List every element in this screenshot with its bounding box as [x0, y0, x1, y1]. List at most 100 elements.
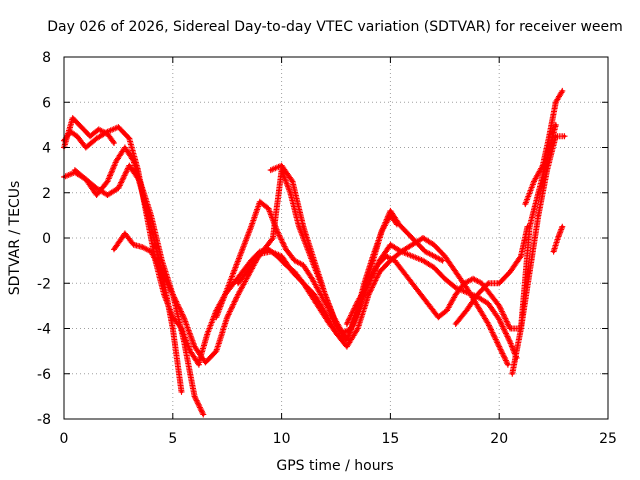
data-point: [79, 125, 83, 129]
data-point: [293, 259, 297, 263]
data-point: [114, 159, 118, 163]
data-point: [428, 304, 432, 308]
data-point: [201, 412, 205, 416]
data-point: [508, 340, 512, 344]
data-point: [171, 293, 175, 297]
data-point: [301, 225, 305, 229]
data-point: [454, 286, 458, 290]
data-point: [253, 259, 257, 263]
data-point: [245, 270, 249, 274]
data-point: [421, 259, 425, 263]
data-point: [193, 345, 197, 349]
data-point: [188, 349, 192, 353]
chart-title: Day 026 of 2026, Sidereal Day-to-day VTE…: [47, 19, 623, 35]
data-point: [356, 299, 360, 303]
data-point: [345, 345, 349, 349]
data-series: [61, 87, 568, 418]
data-point: [562, 134, 566, 138]
data-point: [236, 281, 240, 285]
x-axis-label: GPS time / hours: [276, 458, 393, 474]
data-point: [536, 213, 540, 217]
data-point: [399, 250, 403, 254]
data-point: [454, 322, 458, 326]
data-point: [388, 209, 392, 213]
data-point: [401, 270, 405, 274]
data-point: [519, 327, 523, 330]
y-tick-label: -8: [37, 412, 51, 428]
data-point: [432, 243, 436, 247]
satellite-track-4: [71, 144, 185, 395]
data-point: [441, 259, 445, 263]
data-point: [486, 281, 490, 285]
data-point: [443, 277, 447, 281]
data-point: [106, 179, 110, 183]
data-point: [445, 308, 449, 312]
data-point: [197, 360, 201, 364]
data-point: [140, 191, 144, 195]
data-point: [541, 164, 545, 168]
x-tick-label: 25: [599, 431, 617, 447]
satellite-track-8-markers: [235, 121, 559, 336]
data-point: [508, 270, 512, 274]
data-point: [206, 331, 210, 335]
data-point: [397, 222, 401, 226]
data-point: [310, 295, 314, 299]
data-point: [419, 293, 423, 297]
satellite-track-11: [452, 223, 531, 327]
data-point: [232, 281, 236, 285]
data-point: [508, 327, 512, 330]
data-point: [88, 134, 92, 138]
data-point: [127, 136, 131, 140]
data-point: [436, 315, 440, 319]
satellite-track-9: [267, 162, 350, 343]
data-point: [123, 146, 127, 149]
x-tick-label: 20: [490, 431, 508, 447]
data-point: [95, 193, 99, 197]
data-point: [301, 263, 305, 267]
data-point: [284, 247, 288, 251]
y-axis-label: SDTVAR / TECUs: [7, 181, 23, 296]
data-point: [223, 293, 227, 297]
data-point: [432, 254, 436, 258]
data-point: [116, 125, 120, 129]
data-point: [140, 245, 144, 249]
data-point: [488, 293, 492, 297]
data-point: [249, 225, 253, 229]
data-point: [293, 270, 297, 274]
data-point: [290, 179, 294, 183]
data-point: [95, 136, 99, 140]
data-point: [554, 123, 558, 127]
data-point: [193, 394, 197, 398]
data-point: [371, 259, 375, 263]
data-point: [486, 322, 490, 326]
data-point: [510, 372, 514, 376]
x-tick-label: 15: [381, 431, 399, 447]
data-point: [182, 338, 186, 342]
data-point: [554, 134, 558, 138]
satellite-track-8: [235, 121, 559, 336]
data-point: [378, 259, 382, 263]
y-tick-label: -2: [37, 276, 51, 292]
data-point: [160, 270, 164, 274]
data-point: [271, 236, 275, 240]
data-point: [358, 304, 362, 308]
data-point: [393, 259, 397, 263]
data-point: [97, 127, 101, 131]
data-point: [475, 293, 479, 297]
data-point: [310, 277, 314, 281]
data-point: [116, 186, 120, 190]
data-point: [327, 322, 331, 326]
x-tick-label: 10: [273, 431, 291, 447]
data-point: [275, 254, 279, 258]
data-point: [506, 363, 510, 367]
data-point: [225, 315, 229, 319]
data-point: [269, 168, 273, 172]
y-tick-label: 6: [42, 95, 51, 111]
y-tick-label: -6: [37, 367, 51, 383]
satellite-track-3-markers: [61, 162, 207, 418]
y-tick-label: 8: [42, 50, 51, 66]
data-point: [236, 293, 240, 297]
data-point: [336, 333, 340, 337]
